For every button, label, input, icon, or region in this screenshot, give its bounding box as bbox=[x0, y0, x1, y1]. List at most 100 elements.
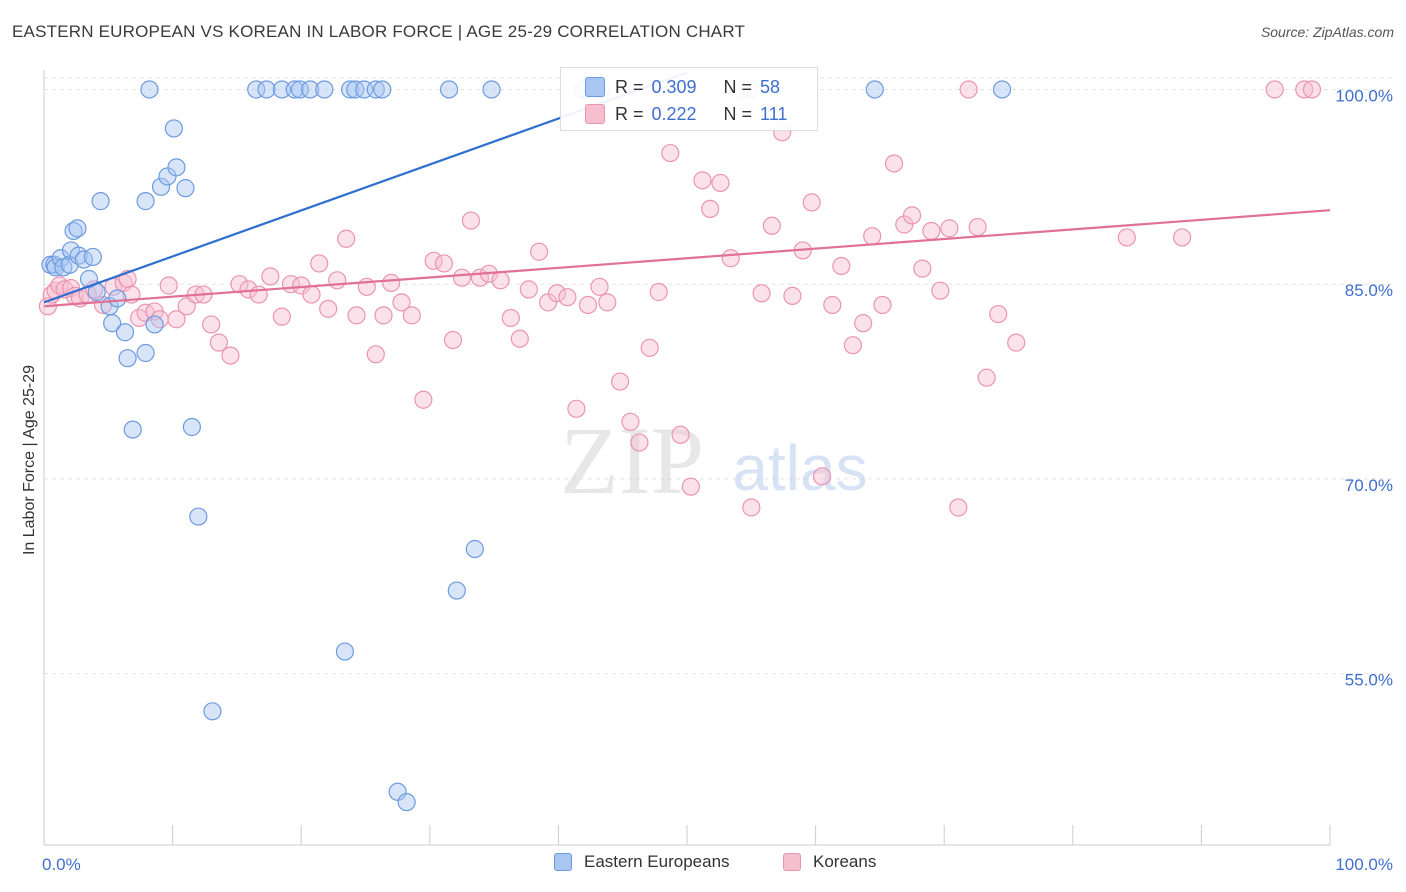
data-point bbox=[461, 211, 481, 230]
data-point bbox=[397, 793, 416, 812]
data-point bbox=[189, 507, 208, 526]
r-label: R = bbox=[615, 76, 644, 97]
data-point bbox=[1265, 80, 1284, 99]
data-point bbox=[257, 80, 276, 99]
x-tick-label: 0.0% bbox=[42, 855, 81, 874]
data-point bbox=[272, 80, 292, 99]
data-point bbox=[501, 308, 520, 328]
data-point bbox=[301, 80, 320, 99]
r-value: 0.222 bbox=[651, 103, 697, 124]
data-point bbox=[922, 221, 941, 241]
watermark-atlas: atlas bbox=[732, 432, 867, 504]
data-point bbox=[261, 267, 280, 286]
korean-legend-swatch bbox=[783, 853, 801, 871]
data-point bbox=[443, 330, 463, 350]
data-point bbox=[721, 249, 740, 268]
n-label: N = bbox=[723, 76, 753, 97]
data-point bbox=[118, 349, 137, 368]
korean-swatch bbox=[585, 104, 605, 124]
data-point bbox=[989, 304, 1008, 324]
watermark-zip: ZIP bbox=[560, 407, 704, 514]
data-point bbox=[482, 80, 501, 99]
data-point bbox=[366, 345, 385, 364]
data-point bbox=[140, 80, 159, 99]
data-point bbox=[272, 307, 292, 326]
data-point bbox=[621, 412, 640, 431]
data-point bbox=[649, 282, 668, 302]
data-point bbox=[510, 329, 529, 348]
r-value: 0.309 bbox=[651, 76, 697, 97]
data-point bbox=[949, 498, 968, 517]
data-point bbox=[630, 433, 649, 452]
data-point bbox=[123, 420, 142, 439]
data-point bbox=[832, 256, 851, 276]
legend-item-eastern[interactable]: Eastern Europeans bbox=[554, 852, 730, 872]
n-value: 111 bbox=[760, 103, 788, 124]
data-point bbox=[310, 254, 329, 273]
data-point bbox=[167, 158, 186, 177]
data-point bbox=[931, 281, 950, 300]
data-point bbox=[392, 293, 411, 312]
data-point bbox=[337, 229, 356, 248]
stats-legend: R = 0.309 N = 58 R = 0.222 N = 111 bbox=[560, 67, 818, 131]
data-point bbox=[328, 271, 347, 290]
data-point bbox=[1302, 80, 1322, 99]
legend-label: Eastern Europeans bbox=[584, 852, 730, 871]
data-point bbox=[863, 227, 882, 246]
data-point bbox=[209, 333, 228, 352]
data-point bbox=[103, 314, 122, 333]
data-point bbox=[661, 143, 680, 163]
data-point bbox=[319, 299, 338, 318]
data-point bbox=[548, 284, 567, 303]
data-point bbox=[182, 417, 201, 437]
data-point bbox=[315, 80, 334, 99]
data-point bbox=[865, 80, 884, 99]
tick-labels: 55.0% 70.0% 85.0% 100.0% 0.0% 100.0% bbox=[42, 86, 1393, 874]
data-point bbox=[159, 276, 178, 295]
chart-title: EASTERN EUROPEAN VS KOREAN IN LABOR FORC… bbox=[12, 22, 746, 41]
data-point bbox=[884, 154, 904, 173]
data-point bbox=[902, 206, 922, 225]
data-point bbox=[249, 285, 268, 304]
data-point bbox=[68, 219, 87, 238]
data-point bbox=[388, 782, 407, 801]
data-point bbox=[221, 346, 240, 365]
data-point bbox=[402, 306, 421, 325]
data-point bbox=[439, 80, 459, 99]
data-point bbox=[335, 642, 355, 661]
gridlines bbox=[44, 77, 1394, 675]
data-point bbox=[108, 289, 127, 308]
y-tick-label: 70.0% bbox=[1345, 476, 1393, 495]
data-point bbox=[843, 336, 862, 355]
data-point bbox=[46, 258, 65, 277]
data-point bbox=[671, 425, 690, 444]
n-label: N = bbox=[723, 103, 753, 124]
data-point bbox=[424, 251, 443, 270]
data-point bbox=[578, 295, 598, 315]
eastern-european-points bbox=[41, 80, 1012, 812]
data-point bbox=[681, 477, 700, 496]
korean-trend-line bbox=[43, 209, 1331, 308]
data-point bbox=[491, 271, 510, 290]
data-point bbox=[382, 273, 401, 292]
data-point bbox=[136, 343, 155, 363]
data-point bbox=[812, 467, 832, 486]
data-point bbox=[247, 80, 266, 99]
legend-item-korean[interactable]: Koreans bbox=[783, 852, 876, 872]
data-point bbox=[302, 285, 321, 304]
data-point bbox=[611, 372, 630, 391]
data-point bbox=[414, 390, 433, 409]
axes bbox=[43, 70, 1331, 846]
legend-label: Koreans bbox=[813, 852, 877, 871]
data-point bbox=[940, 219, 959, 238]
data-point bbox=[203, 702, 222, 721]
data-point bbox=[465, 539, 484, 559]
eastern-legend-swatch bbox=[554, 853, 572, 871]
data-point bbox=[823, 295, 842, 315]
data-point bbox=[959, 80, 978, 99]
data-point bbox=[136, 192, 155, 211]
data-point bbox=[202, 315, 221, 334]
y-tick-label: 55.0% bbox=[1345, 671, 1393, 690]
data-point bbox=[530, 242, 549, 261]
